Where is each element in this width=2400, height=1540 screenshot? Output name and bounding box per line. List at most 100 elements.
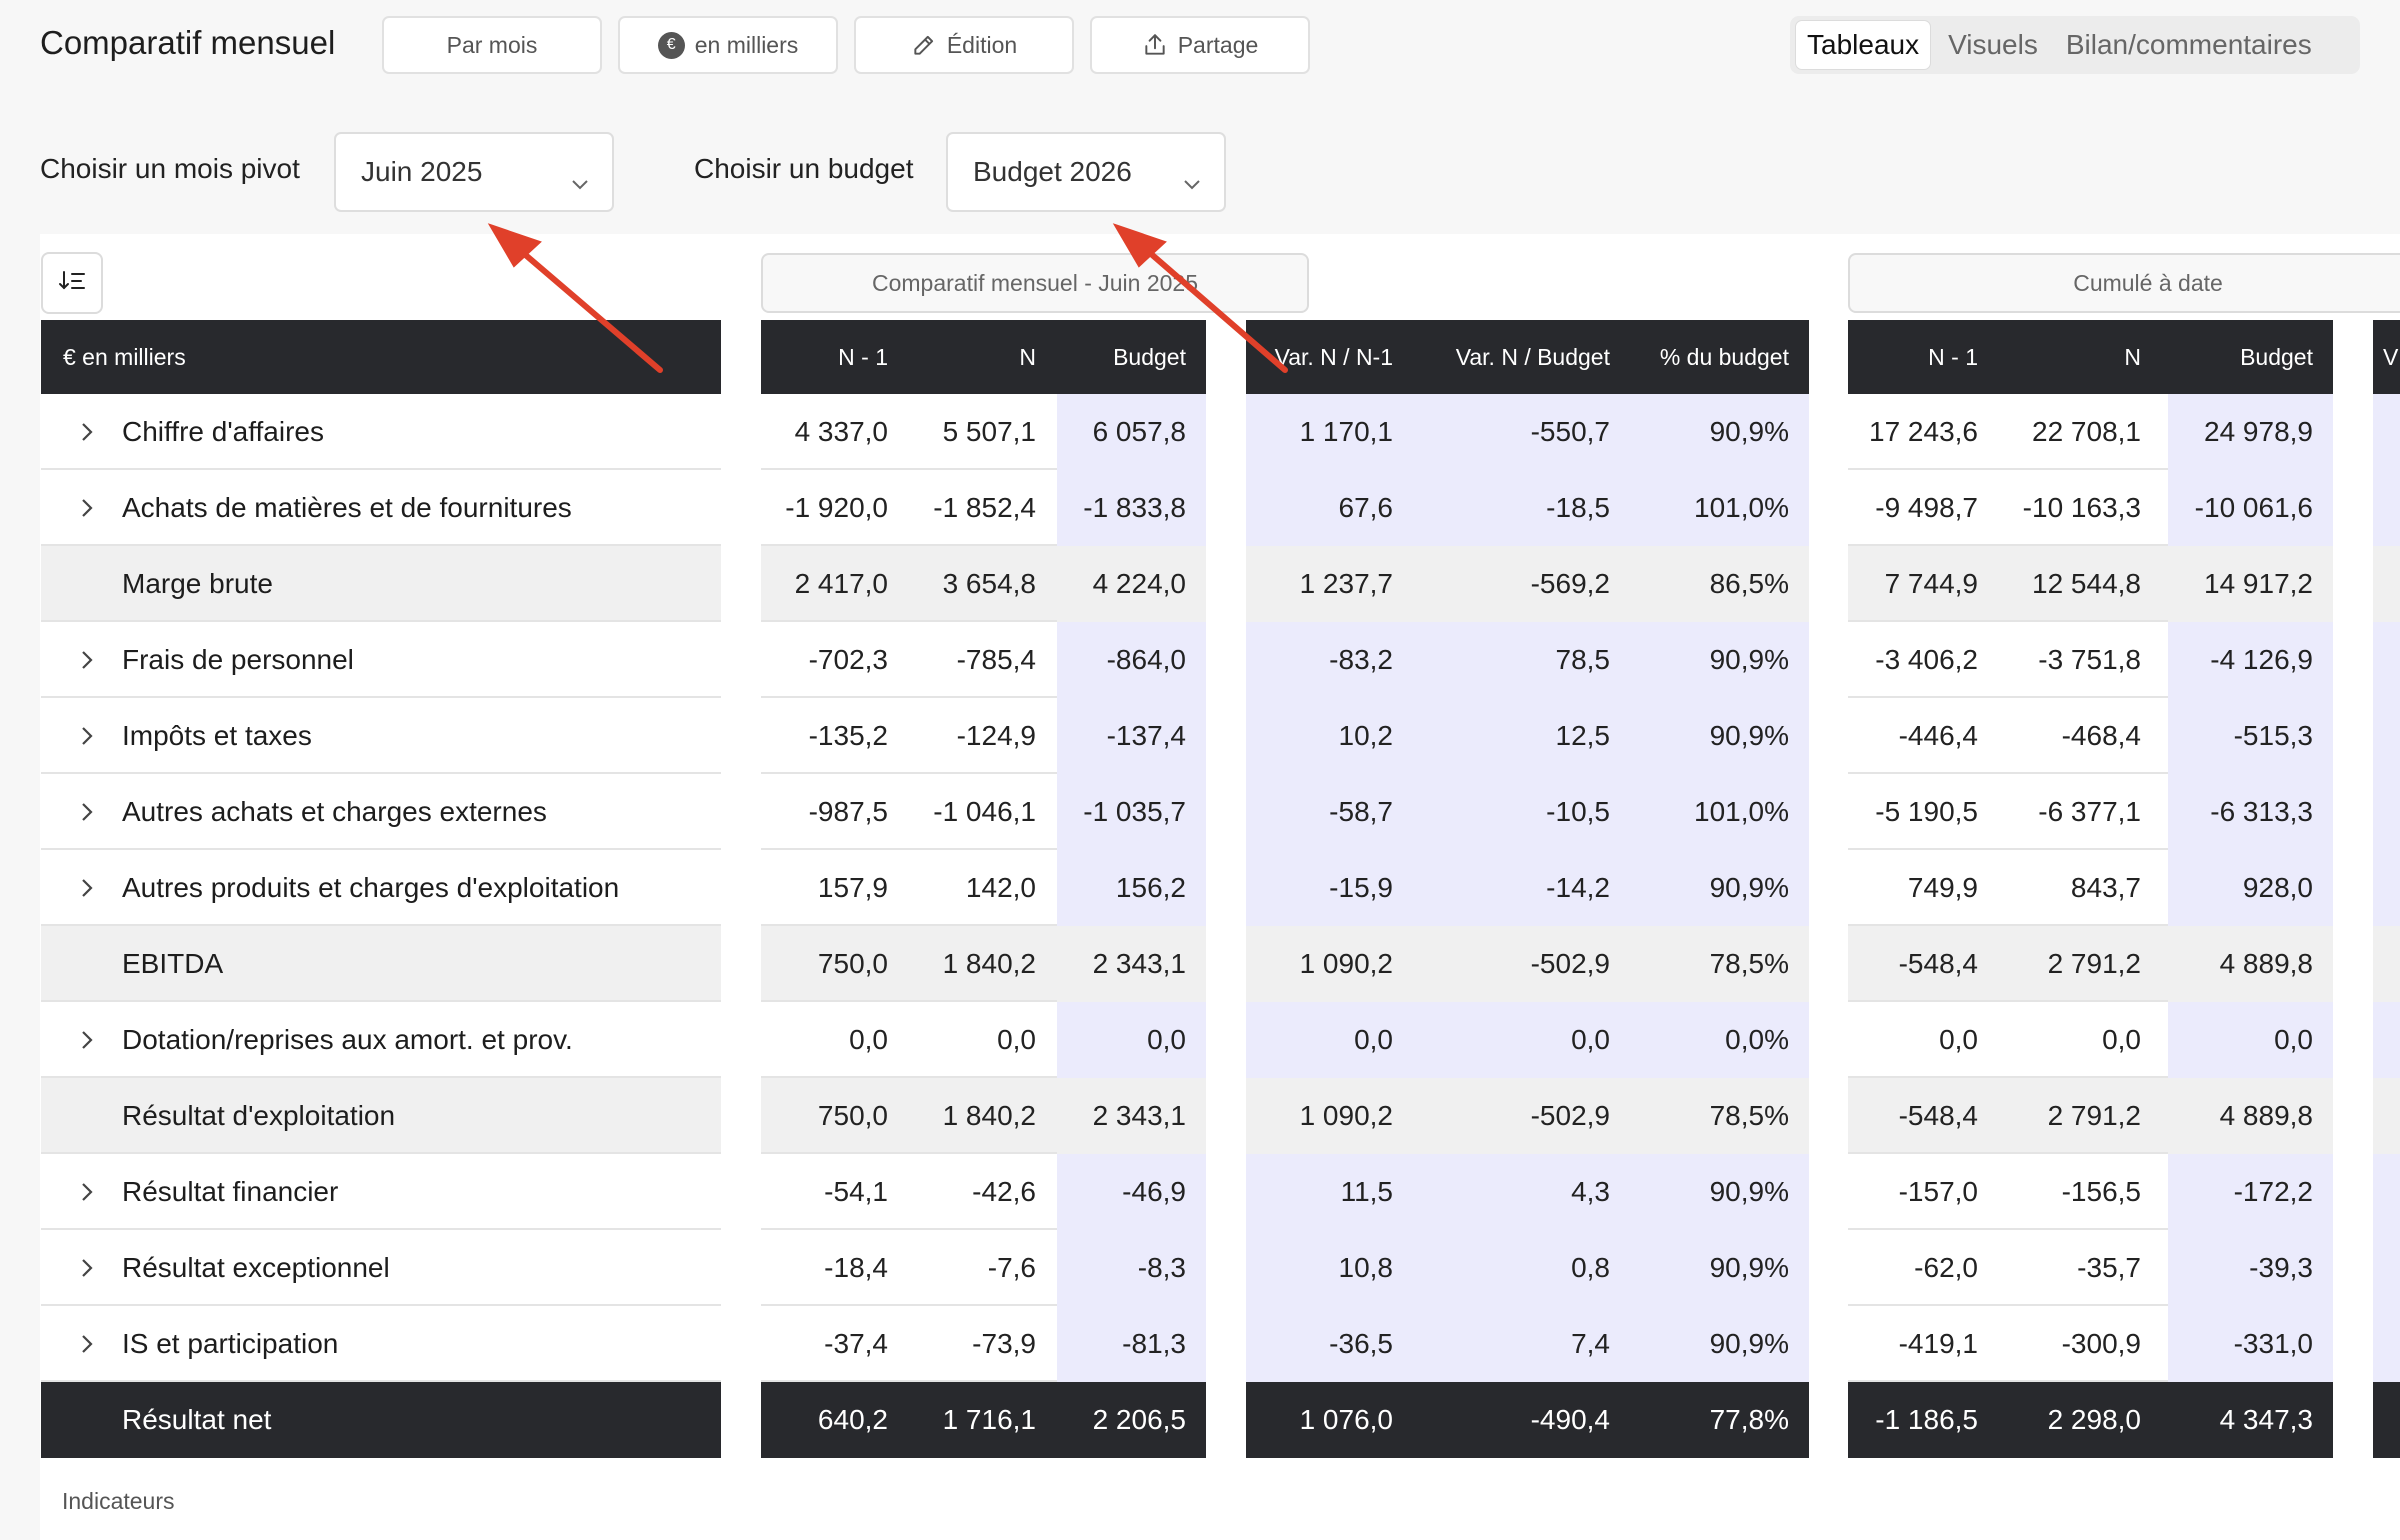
- table-row[interactable]: Impôts et taxes -135,2 -124,9 -137,4 10,2 12,…: [0, 698, 2400, 774]
- cell-cum-budget: -515,3: [2233, 720, 2313, 751]
- tab-visuels[interactable]: Visuels: [1948, 29, 2038, 60]
- chevron-right-icon[interactable]: [78, 798, 96, 831]
- cell-n: -124,9: [956, 720, 1036, 751]
- budget-column-shade: [2168, 698, 2333, 774]
- table-row[interactable]: Résultat financier -54,1 -42,6 -46,9 11,5 4,3…: [0, 1154, 2400, 1230]
- month-pivot-select[interactable]: Juin 2025: [334, 132, 614, 212]
- cell-budget: -46,9: [1122, 1176, 1186, 1207]
- budget-column-shade: [2373, 546, 2400, 622]
- cell-cum-n1: -548,4: [1898, 1100, 1978, 1131]
- budget-column-shade: [2373, 1230, 2400, 1306]
- budget-column-shade: [1246, 926, 1809, 1002]
- indicators-section[interactable]: Indicateurs: [62, 1488, 175, 1514]
- sort-icon: [58, 268, 86, 299]
- chevron-right-icon[interactable]: [78, 1330, 96, 1363]
- table-row[interactable]: Marge brute 2 417,0 3 654,8 4 224,0 1 237,7 -…: [0, 546, 2400, 622]
- edition-button[interactable]: Édition: [854, 16, 1074, 74]
- row-label: Autres achats et charges externes: [122, 796, 547, 827]
- budget-column-shade: [1057, 774, 1206, 850]
- tab-tableaux[interactable]: Tableaux: [1795, 20, 1932, 70]
- cell-cum-budget: 4 889,8: [2219, 948, 2313, 979]
- table-row[interactable]: Achats de matières et de fournitures -1 9…: [0, 470, 2400, 546]
- budget-column-shade: [1057, 622, 1206, 698]
- table-row[interactable]: Frais de personnel -702,3 -785,4 -864,0 -83,…: [0, 622, 2400, 698]
- budget-column-shade: [2373, 1306, 2400, 1382]
- cell-cum-budget: -4 126,9: [2210, 644, 2313, 675]
- row-segment: [41, 850, 721, 926]
- budget-column-shade: [1246, 698, 1809, 774]
- cell-n: -42,6: [972, 1176, 1036, 1207]
- header-group-cumulative-var: V: [2373, 320, 2400, 394]
- cell-var-n-budget: -550,7: [1530, 416, 1610, 447]
- table-row[interactable]: Dotation/reprises aux amort. et prov. 0,0…: [0, 1002, 2400, 1078]
- row-segment: [41, 774, 721, 850]
- budget-column-shade: [1246, 1078, 1809, 1154]
- cell-var-n-budget: -18,5: [1546, 492, 1610, 523]
- unit-toggle-button[interactable]: € en milliers: [618, 16, 838, 74]
- chevron-right-icon[interactable]: [78, 1026, 96, 1059]
- partage-button[interactable]: Partage: [1090, 16, 1310, 74]
- table-row[interactable]: Résultat exceptionnel -18,4 -7,6 -8,3 10,8 0,…: [0, 1230, 2400, 1306]
- table-row-total[interactable]: Résultat net 640,2 1 716,1 2 206,5 1 076,0 -4…: [0, 1382, 2400, 1458]
- budget-column-shade: [1246, 1230, 1809, 1306]
- chevron-right-icon[interactable]: [78, 722, 96, 755]
- cell-var-n-budget: -569,2: [1530, 568, 1610, 599]
- cell-cum-n1: -3 406,2: [1875, 644, 1978, 675]
- chevron-right-icon[interactable]: [78, 874, 96, 907]
- par-mois-button[interactable]: Par mois: [382, 16, 602, 74]
- col-header-var-n-n1: Var. N / N-1: [1274, 343, 1393, 370]
- table-row[interactable]: Chiffre d'affaires 4 337,0 5 507,1 6 057,8 1…: [0, 394, 2400, 470]
- budget-column-shade: [1246, 1154, 1809, 1230]
- table-row[interactable]: IS et participation -37,4 -73,9 -81,3 -36,5 7…: [0, 1306, 2400, 1382]
- cell-var-n-n1: 0,0: [1354, 1024, 1393, 1055]
- table-row[interactable]: EBITDA 750,0 1 840,2 2 343,1 1 090,2 -502,9 78…: [0, 926, 2400, 1002]
- chevron-right-icon[interactable]: [78, 494, 96, 527]
- cell-n1: -987,5: [808, 796, 888, 827]
- budget-column-shade: [1057, 1078, 1206, 1154]
- cell-pct-budget: 0,0%: [1725, 1024, 1789, 1055]
- cell-cum-n: 2 791,2: [2047, 948, 2141, 979]
- edition-label: Édition: [946, 31, 1018, 58]
- cell-var-n-budget: 78,5: [1555, 644, 1611, 675]
- cell-cum-n: 2 298,0: [2047, 1404, 2141, 1435]
- budget-column-shade: [1057, 1382, 1206, 1458]
- chevron-right-icon[interactable]: [78, 418, 96, 451]
- budget-column-shade: [1246, 622, 1809, 698]
- cell-var-n-n1: -36,5: [1329, 1328, 1393, 1359]
- budget-column-shade: [1246, 470, 1809, 546]
- row-segment: [41, 1002, 721, 1078]
- month-selector-label: Choisir un mois pivot: [40, 153, 300, 184]
- group-title-cumulative: Cumulé à date: [1848, 253, 2400, 313]
- budget-column-shade: [2168, 394, 2333, 470]
- cell-budget: 2 343,1: [1092, 1100, 1186, 1131]
- cell-budget: -137,4: [1106, 720, 1186, 751]
- budget-column-shade: [2373, 470, 2400, 546]
- tab-bilan-commentaires[interactable]: Bilan/commentaires: [2065, 29, 2312, 60]
- budget-column-shade: [2373, 926, 2400, 1002]
- cell-var-n-n1: 11,5: [1340, 1176, 1393, 1207]
- sort-button[interactable]: [41, 252, 103, 314]
- header-group-cumulative: N - 1 N Budget: [1848, 320, 2333, 394]
- chevron-right-icon[interactable]: [78, 1178, 96, 1211]
- budget-column-shade: [2373, 1154, 2400, 1230]
- col-header-pct-budget: % du budget: [1659, 343, 1789, 370]
- cell-budget: -1 035,7: [1083, 796, 1186, 827]
- row-label: Marge brute: [122, 568, 273, 599]
- cell-cum-n1: -419,1: [1898, 1328, 1978, 1359]
- chevron-right-icon[interactable]: [78, 646, 96, 679]
- table-row[interactable]: Autres produits et charges d'exploitatio…: [0, 850, 2400, 926]
- chevron-right-icon[interactable]: [78, 1254, 96, 1287]
- cell-cum-n: 2 791,2: [2047, 1100, 2141, 1131]
- cell-pct-budget: 90,9%: [1709, 872, 1789, 903]
- table-row[interactable]: Autres achats et charges externes -987,5 -…: [0, 774, 2400, 850]
- cell-var-n-budget: 0,0: [1571, 1024, 1610, 1055]
- row-label: Résultat financier: [122, 1176, 339, 1207]
- table-row[interactable]: Résultat d'exploitation 750,0 1 840,2 2 343…: [0, 1078, 2400, 1154]
- col-header-budget: Budget: [1113, 343, 1186, 370]
- row-label: Dotation/reprises aux amort. et prov.: [122, 1024, 573, 1055]
- budget-select[interactable]: Budget 2026: [946, 132, 1226, 212]
- cell-var-n-n1: 1 237,7: [1299, 568, 1393, 599]
- budget-column-shade: [2168, 622, 2333, 698]
- budget-column-shade: [2373, 1382, 2400, 1458]
